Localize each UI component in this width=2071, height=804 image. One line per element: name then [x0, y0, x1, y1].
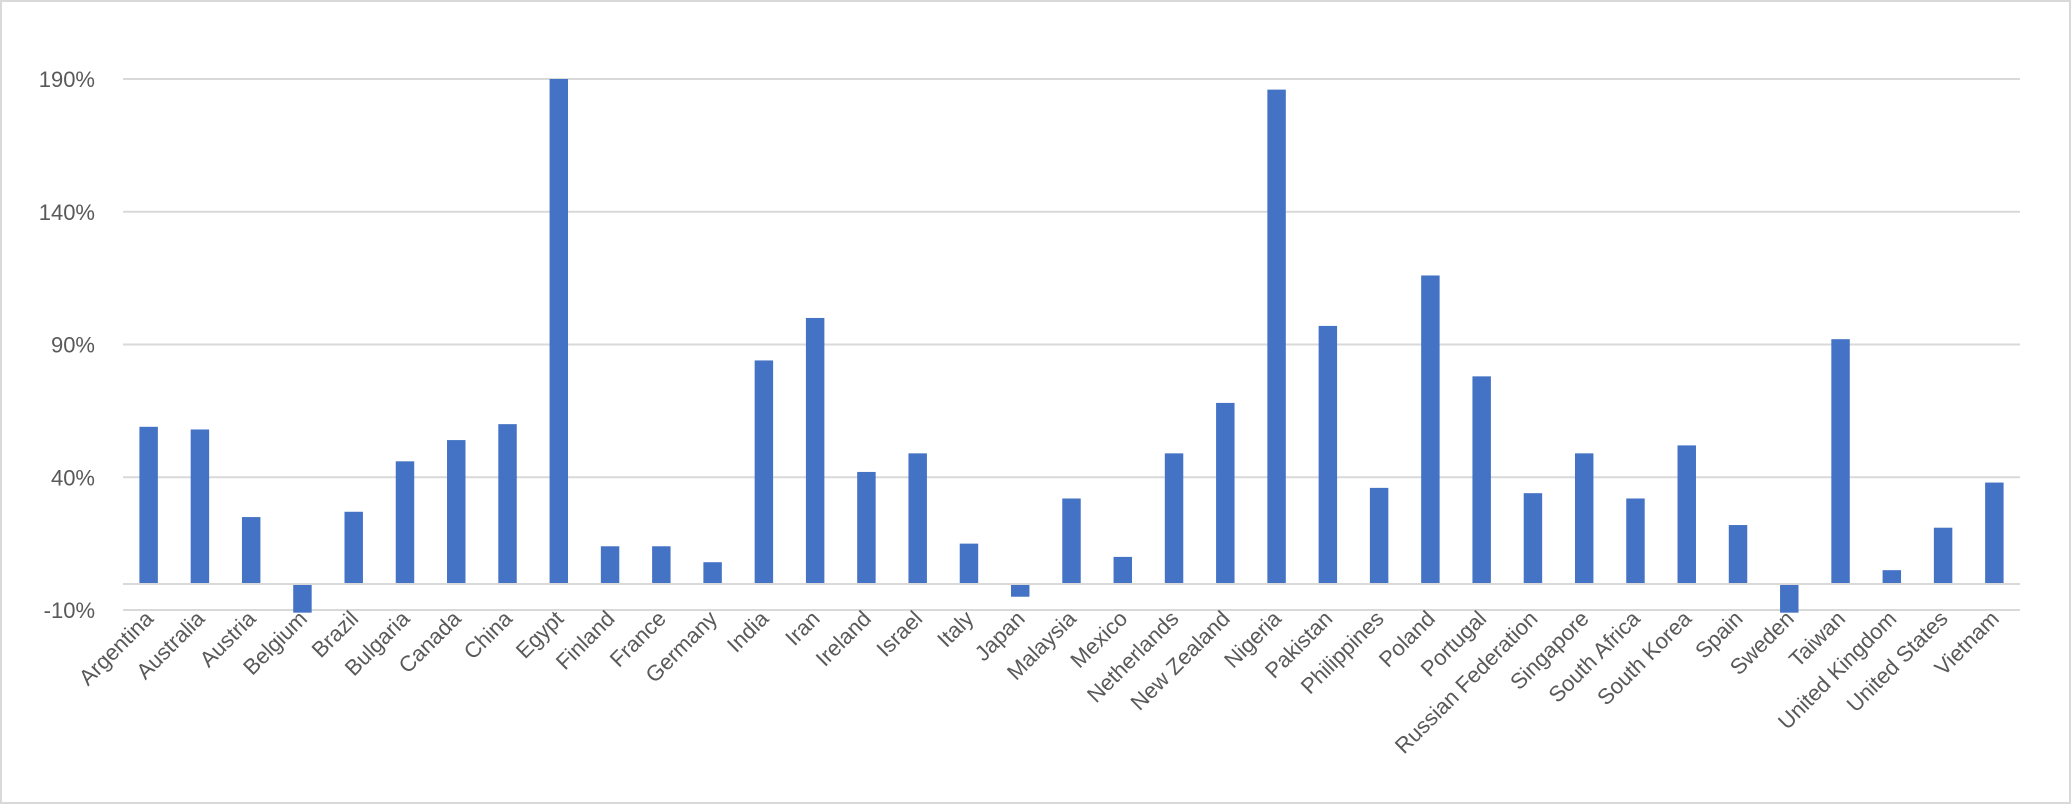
y-tick-label: 90% [51, 333, 95, 358]
x-tick-label: China [459, 605, 518, 664]
bar-new-zealand [1216, 402, 1235, 584]
bar-pakistan [1318, 325, 1338, 584]
bar-philippines [1369, 487, 1389, 584]
bar-taiwan [1831, 339, 1850, 584]
bar-canada [447, 440, 466, 584]
x-tick-label: India [722, 605, 774, 657]
bar-spain [1728, 525, 1748, 584]
bar-mexico [1113, 556, 1132, 584]
bar-ireland [857, 471, 876, 584]
bar-bulgaria [395, 461, 415, 584]
bar-japan [1011, 584, 1030, 597]
bar-netherlands [1164, 453, 1184, 584]
bar-malaysia [1062, 498, 1081, 584]
y-tick-label: 190% [39, 67, 95, 92]
y-tick-label: 140% [39, 200, 95, 225]
x-tick-label: Israel [872, 606, 928, 662]
bar-poland [1421, 275, 1440, 584]
x-axis-category-labels: ArgentinaAustraliaAustriaBelgiumBrazilBu… [74, 605, 2004, 758]
gridlines [123, 78, 2020, 611]
bar-israel [908, 453, 927, 584]
bar-france [652, 546, 671, 584]
bar-austria [241, 517, 261, 584]
x-tick-label: Ireland [811, 606, 876, 671]
y-axis-tick-labels: -10% 40% 90% 140% 190% [39, 67, 95, 623]
bar-argentina [139, 426, 158, 584]
x-tick-label: Iran [780, 606, 824, 650]
bar-south-korea [1677, 445, 1696, 584]
bar-vietnam [1985, 482, 2004, 584]
bar-united-states [1933, 527, 1953, 584]
bar-finland [600, 546, 620, 584]
y-tick-label: -10% [44, 598, 95, 623]
bar-sweden [1780, 584, 1799, 613]
bar-singapore [1574, 453, 1594, 584]
bars [139, 79, 2004, 613]
bar-nigeria [1267, 89, 1286, 585]
bar-australia [190, 429, 210, 584]
bar-russian-federation [1523, 493, 1543, 584]
bar-germany [703, 562, 722, 584]
bar-united-kingdom [1882, 570, 1902, 584]
y-tick-label: 40% [51, 465, 95, 490]
bar-portugal [1472, 376, 1491, 584]
bar-south-africa [1626, 498, 1645, 584]
bar-india [754, 360, 774, 584]
bar-italy [959, 543, 979, 584]
bar-belgium [293, 584, 312, 613]
bar-china [498, 424, 517, 584]
bar-iran [805, 317, 825, 584]
x-tick-label: Finland [551, 606, 620, 675]
bar-brazil [344, 511, 363, 584]
bar-egypt [549, 79, 569, 584]
